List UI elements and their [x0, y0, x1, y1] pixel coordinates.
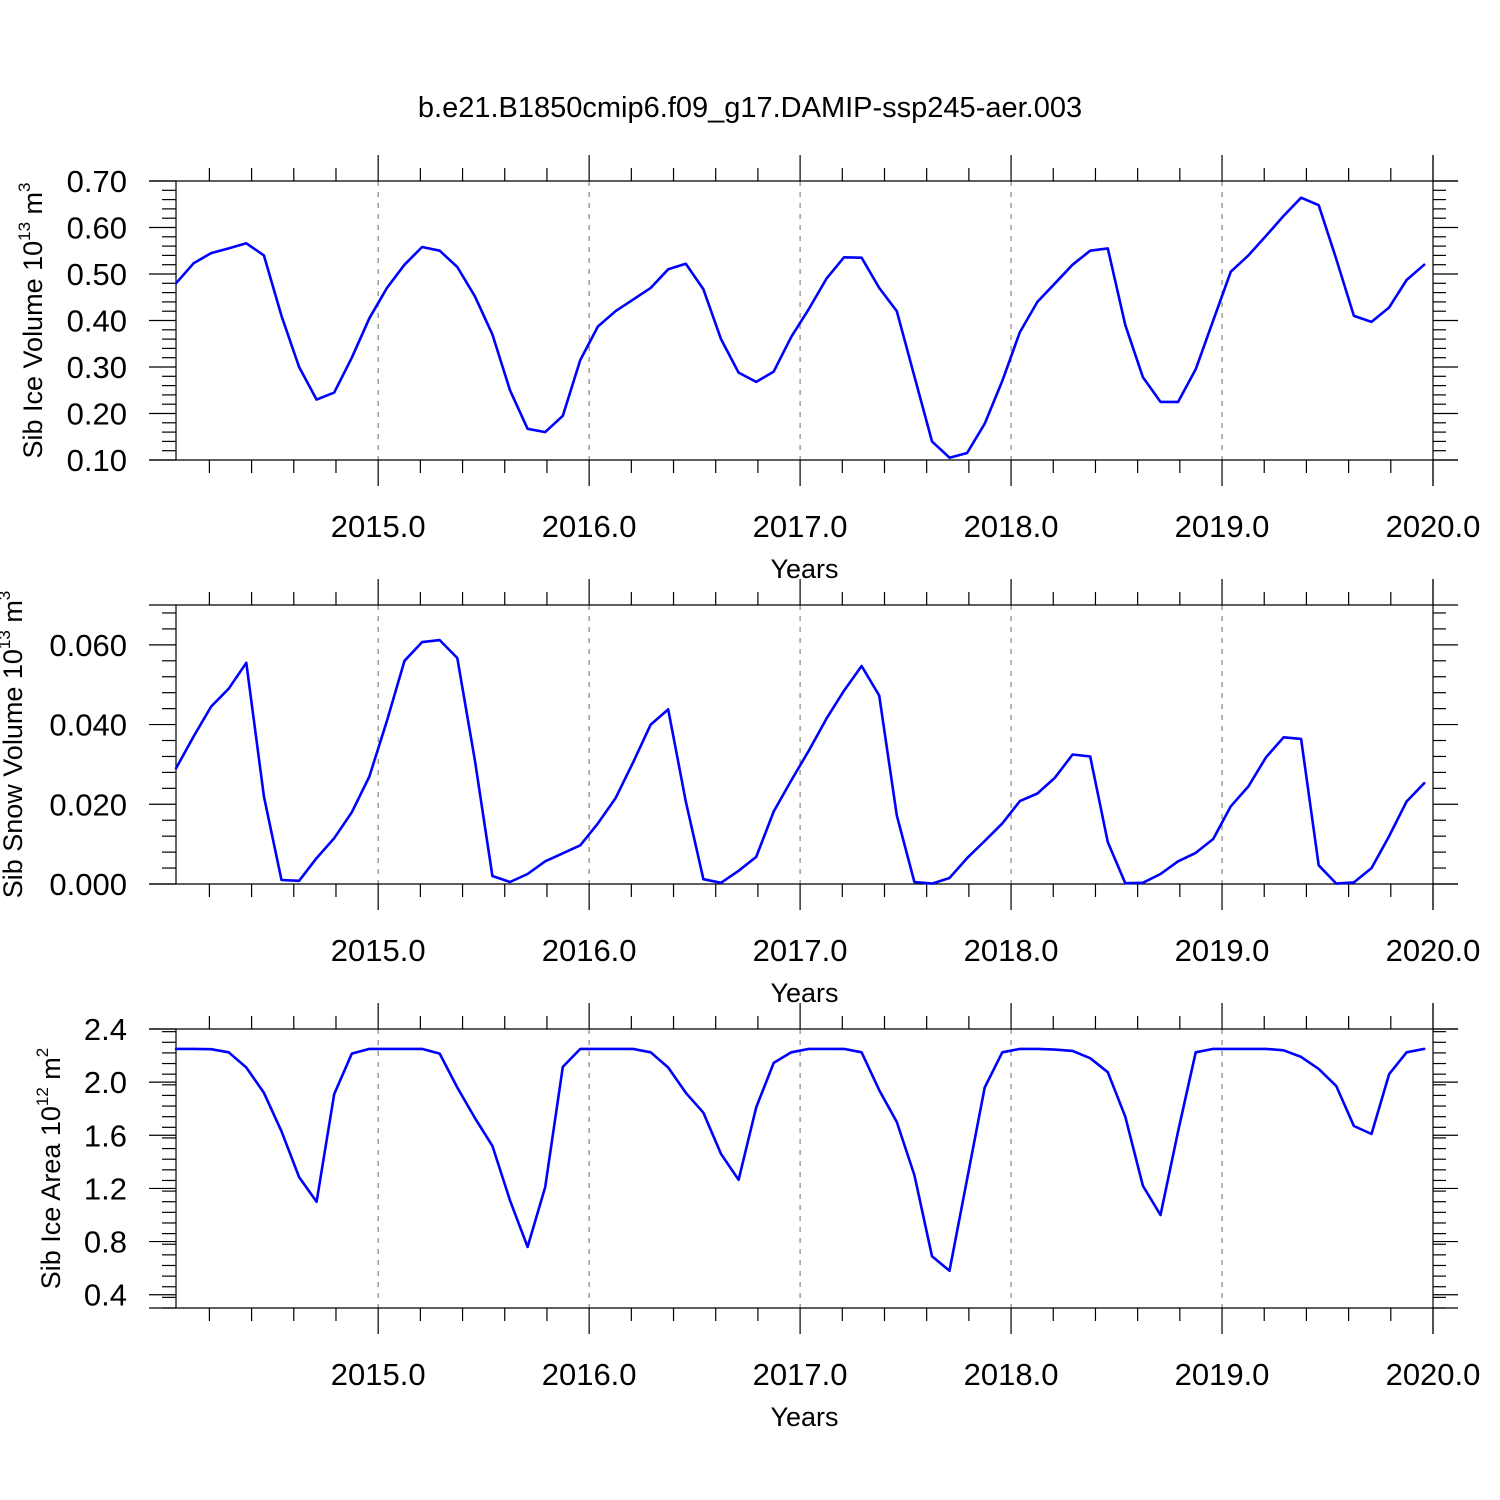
y-tick-label: 0.8: [84, 1225, 127, 1260]
x-tick-label: 2019.0: [1175, 509, 1270, 544]
y-axis-title-unit: m: [36, 1057, 66, 1087]
x-axis-title: Years: [770, 978, 838, 1008]
x-tick-label: 2016.0: [542, 933, 637, 968]
y-axis-title-unit: m: [0, 600, 28, 630]
y-axis-title-exponent: 13: [15, 222, 34, 241]
panel-ice-volume: 2015.0 2016.0 2017.0 2018.0 2019.0 2020.0 0.10…: [15, 155, 1480, 584]
panel-snow-volume: 2015.0 2016.0 2017.0 2018.0 2019.0 2020.0 0.00…: [0, 579, 1480, 1008]
y-tick-label: 0.60: [67, 211, 127, 246]
y-axis-title-prefix: Sib Ice Area 10: [36, 1106, 66, 1289]
x-tick-label: 2019.0: [1175, 933, 1270, 968]
y-axis-title-unit-exponent: 3: [0, 591, 14, 600]
y-tick-label: 0.020: [49, 787, 127, 822]
y-axis-title: Sib Ice Area 1012 m2: [33, 1048, 66, 1290]
y-axis-title-unit-exponent: 2: [33, 1048, 52, 1057]
x-tick-label: 2018.0: [964, 1357, 1059, 1392]
series-line-snow-volume: [174, 638, 1426, 885]
series-line-ice-volume: [174, 196, 1426, 460]
x-tick-label: 2018.0: [964, 509, 1059, 544]
y-tick-label: 2.0: [84, 1065, 127, 1100]
y-tick-label: 0.30: [67, 350, 127, 385]
y-axis-title: Sib Snow Volume 1013 m3: [0, 591, 28, 899]
x-axis-title: Years: [770, 1402, 838, 1432]
y-axis-title-prefix: Sib Snow Volume 10: [0, 649, 28, 898]
x-tick-label: 2020.0: [1386, 1357, 1481, 1392]
panels: 2015.0 2016.0 2017.0 2018.0 2019.0 2020.0 0.10…: [0, 155, 1480, 1432]
y-tick-label: 2.4: [84, 1012, 127, 1047]
panel-ice-area: 2015.0 2016.0 2017.0 2018.0 2019.0 2020.0 0.4 0…: [33, 1003, 1480, 1432]
x-tick-label: 2016.0: [542, 1357, 637, 1392]
y-tick-label: 1.2: [84, 1171, 127, 1206]
x-tick-label: 2019.0: [1175, 1357, 1270, 1392]
y-axis-title-unit: m: [18, 192, 48, 222]
y-tick-label: 0.060: [49, 628, 127, 663]
y-tick-label: 0.70: [67, 164, 127, 199]
y-axis-title-unit-exponent: 3: [15, 182, 34, 191]
x-axis-title: Years: [770, 554, 838, 584]
y-tick-label: 0.40: [67, 304, 127, 339]
y-tick-label: 0.4: [84, 1278, 127, 1313]
x-tick-label: 2020.0: [1386, 933, 1481, 968]
x-tick-label: 2017.0: [753, 509, 848, 544]
y-tick-label: 1.6: [84, 1118, 127, 1153]
x-tick-label: 2017.0: [753, 933, 848, 968]
x-tick-label: 2015.0: [331, 1357, 426, 1392]
y-axis-title-exponent: 12: [33, 1087, 52, 1106]
y-tick-label: 0.50: [67, 257, 127, 292]
y-tick-label: 0.000: [49, 867, 127, 902]
figure-title: b.e21.B1850cmip6.f09_g17.DAMIP-ssp245-ae…: [418, 92, 1082, 124]
series-line-ice-area: [174, 1047, 1426, 1273]
y-tick-label: 0.10: [67, 443, 127, 478]
x-tick-label: 2018.0: [964, 933, 1059, 968]
x-tick-label: 2020.0: [1386, 509, 1481, 544]
x-tick-label: 2017.0: [753, 1357, 848, 1392]
x-tick-label: 2015.0: [331, 933, 426, 968]
y-tick-label: 0.040: [49, 708, 127, 743]
x-tick-label: 2015.0: [331, 509, 426, 544]
y-axis-title-prefix: Sib Ice Volume 10: [18, 241, 48, 459]
x-tick-label: 2016.0: [542, 509, 637, 544]
y-tick-label: 0.20: [67, 397, 127, 432]
y-axis-title-exponent: 13: [0, 630, 14, 649]
y-axis-title: Sib Ice Volume 1013 m3: [15, 182, 48, 458]
